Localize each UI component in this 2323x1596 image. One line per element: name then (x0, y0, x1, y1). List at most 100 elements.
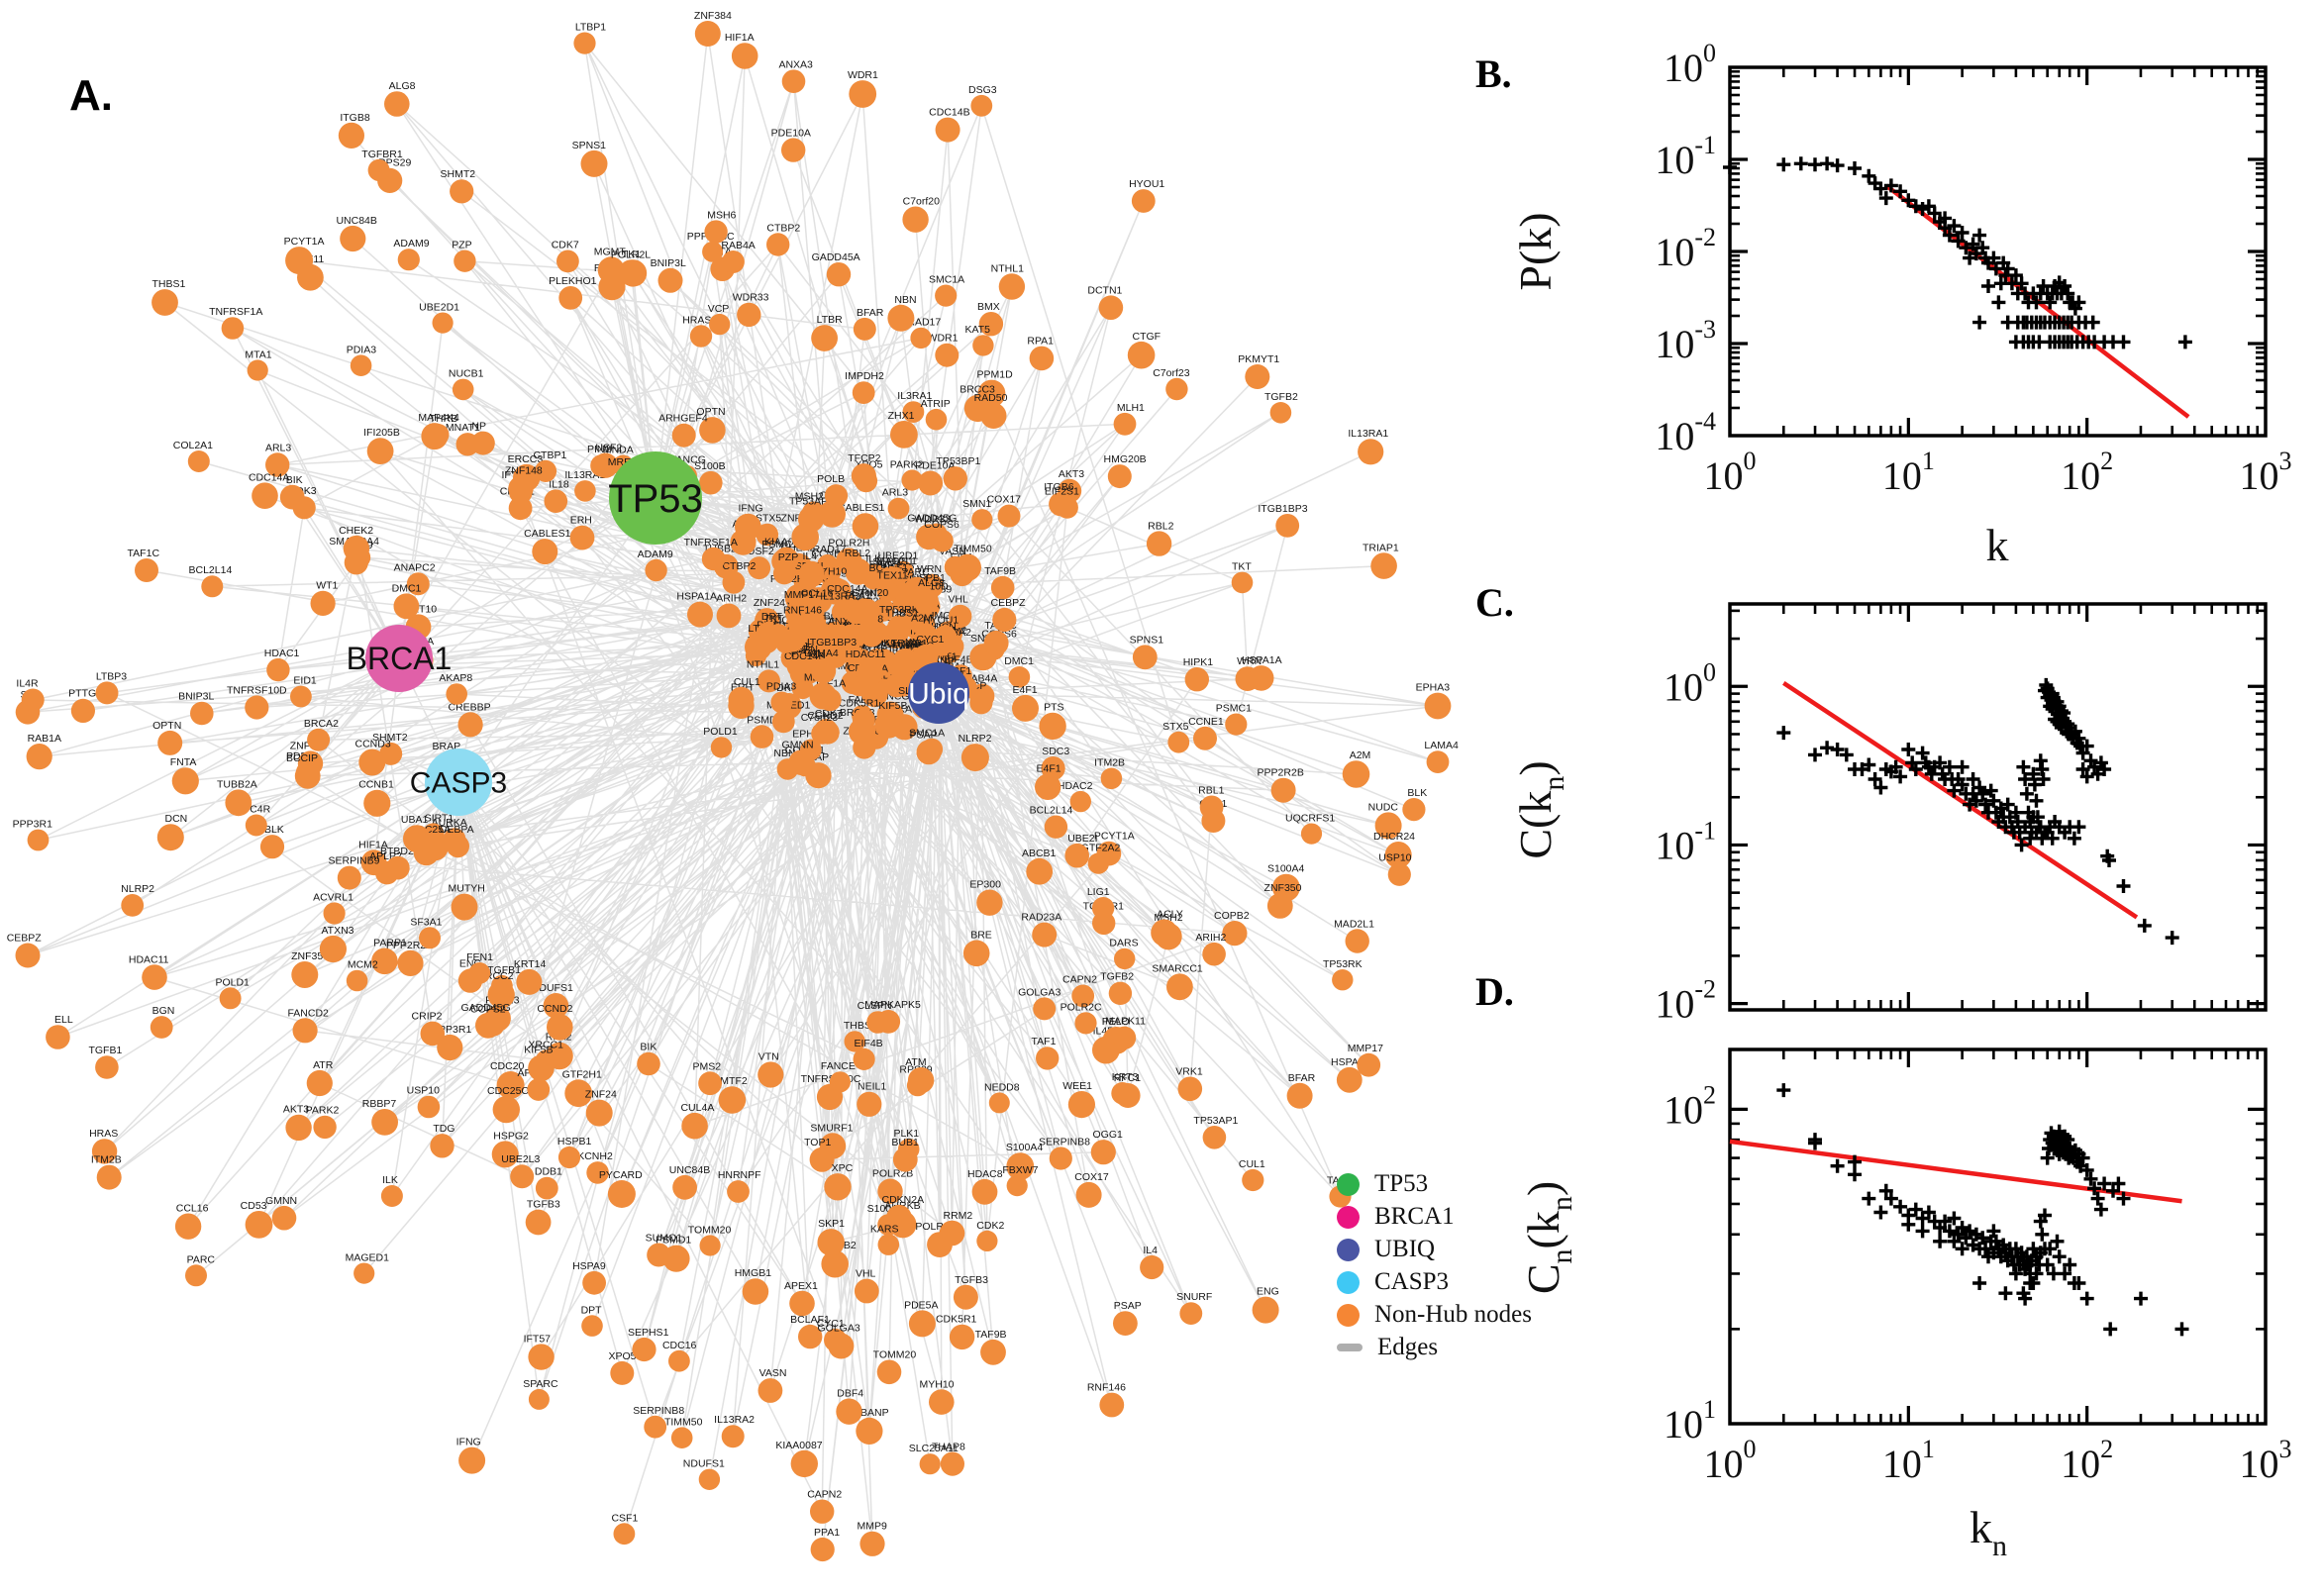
gene-node-label: HYOU1 (1129, 178, 1164, 190)
gene-node (790, 1449, 818, 1478)
gene-node-label: ACVRL1 (313, 892, 354, 904)
gene-node (960, 744, 989, 772)
gene-node-label: KCNH2 (577, 1150, 613, 1162)
tick-label: 103 (2240, 1435, 2292, 1486)
gene-node (877, 1178, 903, 1204)
gene-node (811, 722, 834, 745)
gene-node (543, 993, 569, 1019)
gene-node-label: USP10 (1378, 852, 1411, 864)
gene-node (1012, 694, 1039, 722)
gene-node (1225, 713, 1248, 736)
gene-node-label: SUMO1 (646, 1233, 683, 1245)
gene-node (397, 249, 420, 271)
gene-node-label: AKT3 (1059, 468, 1084, 480)
gene-node-label: BMX (977, 301, 1000, 313)
gene-node-label: PDIA3 (766, 681, 797, 693)
gene-node-label: CUL1 (734, 676, 760, 688)
gene-node-label: THBS1 (885, 608, 919, 620)
gene-node-label: CDK5R1 (936, 1314, 977, 1326)
hub-node-ubiq (908, 662, 969, 724)
gene-node (70, 698, 95, 724)
gene-node-label: PPP2R2B (1258, 767, 1304, 779)
gene-node-label: CUL4A (680, 1102, 714, 1114)
gene-node-label: IMPDH2 (845, 370, 884, 382)
legend-item-edges: Edges (1337, 1334, 1532, 1360)
gene-node-label: RAD17 (813, 544, 847, 555)
gene-node-label: CCND2 (537, 1003, 572, 1015)
gene-node-label: TKT (763, 613, 783, 625)
gene-node-label: XPO5 (608, 1350, 636, 1362)
gene-node-label: USF2 (595, 443, 622, 454)
gene-node (1270, 777, 1296, 803)
gene-node-label: LTBR (817, 314, 843, 326)
gene-node-label: IL4 (802, 550, 817, 562)
hub-label-ubiq: Ubiq (908, 678, 969, 711)
tick-label: 103 (2240, 447, 2292, 498)
gene-node-label: PTTG1 (68, 688, 102, 700)
gene-node (446, 683, 468, 705)
gene-node (925, 408, 948, 431)
gene-node-label: WDR33 (914, 513, 951, 525)
gene-node-label: ITM2B (91, 1154, 122, 1166)
gene-node (534, 459, 557, 482)
gene-node-label: CLSPN (858, 1000, 892, 1012)
gene-node (817, 1229, 845, 1256)
gene-node-label: KRT3 (1112, 1071, 1139, 1083)
gene-node-label: DMC1 (1004, 655, 1034, 667)
gene-node-label: PARC (187, 1253, 216, 1265)
gene-node-label: WEE1 (1062, 1080, 1092, 1092)
gene-node (367, 158, 390, 181)
gene-node-label: C7orf23 (801, 712, 839, 724)
gene-node (1332, 969, 1354, 991)
gene-node-label: POLD1 (703, 726, 738, 738)
gene-node (150, 1016, 173, 1039)
hub-label-tp53: TP53 (608, 477, 703, 521)
gene-node-label: PDE10A (771, 127, 811, 139)
gene-node-label: TRIAP1 (1363, 542, 1399, 553)
panel-C: 100 10-1 10-2 C. C(kn) (1475, 580, 2268, 1027)
gene-node-label: UNC84B (669, 1164, 710, 1176)
gene-node-label: HDAC2 (1058, 780, 1093, 792)
gene-node-label: BNIP3L (178, 691, 214, 703)
gene-node-label: LTBP3 (96, 670, 127, 682)
gene-node (874, 711, 903, 739)
gene-node-label: SMURF1 (810, 1122, 853, 1134)
gene-node (135, 558, 158, 582)
gene-node-label: PDIA3 (347, 344, 377, 355)
gene-node-label: WRN (917, 563, 942, 575)
gene-node (569, 525, 595, 550)
gene-node-label: CDC14B (784, 650, 825, 662)
legend-label: Non-Hub nodes (1374, 1301, 1533, 1328)
gene-node (851, 463, 877, 489)
gene-node (1100, 767, 1123, 790)
gene-node-label: EPHA3 (1416, 682, 1451, 694)
gene-node (809, 1147, 835, 1172)
gene-node-label: ZNF24 (585, 1089, 617, 1101)
gene-node-label: COX17 (1074, 1171, 1109, 1183)
plot-frame (1728, 602, 2268, 1012)
gene-node-label: POLR2C (1060, 1001, 1102, 1013)
gene-node (259, 835, 285, 859)
gene-node (886, 1204, 912, 1231)
gene-node-label: NP (471, 421, 486, 433)
gene-node-label: PMS2 (693, 1060, 722, 1072)
gene-node-label: TDG (433, 1123, 454, 1135)
gene-node (1087, 852, 1110, 874)
gene-node-label: POLR2H (828, 538, 869, 549)
gene-node (1370, 552, 1397, 579)
gene-node-label: A2M (1350, 749, 1371, 761)
gene-node (1342, 760, 1370, 788)
gene-node (997, 504, 1021, 528)
gene-node-label: MMP9 (858, 1521, 887, 1533)
gene-node-label: DCN (165, 813, 188, 825)
gene-node-label: ATM (905, 1056, 926, 1068)
gene-node (931, 529, 954, 552)
gene-node (939, 1220, 965, 1247)
gene-node-label: CTBP2 (722, 560, 756, 572)
gene-node-label: GMNN (265, 1195, 297, 1207)
gene-node-label: NDUFS1 (683, 1458, 725, 1470)
gene-node-label: NUCB1 (449, 368, 484, 380)
axis-label: Cn(kn) (1518, 1181, 1578, 1294)
legend-item-casp3: CASP3 (1337, 1268, 1532, 1295)
